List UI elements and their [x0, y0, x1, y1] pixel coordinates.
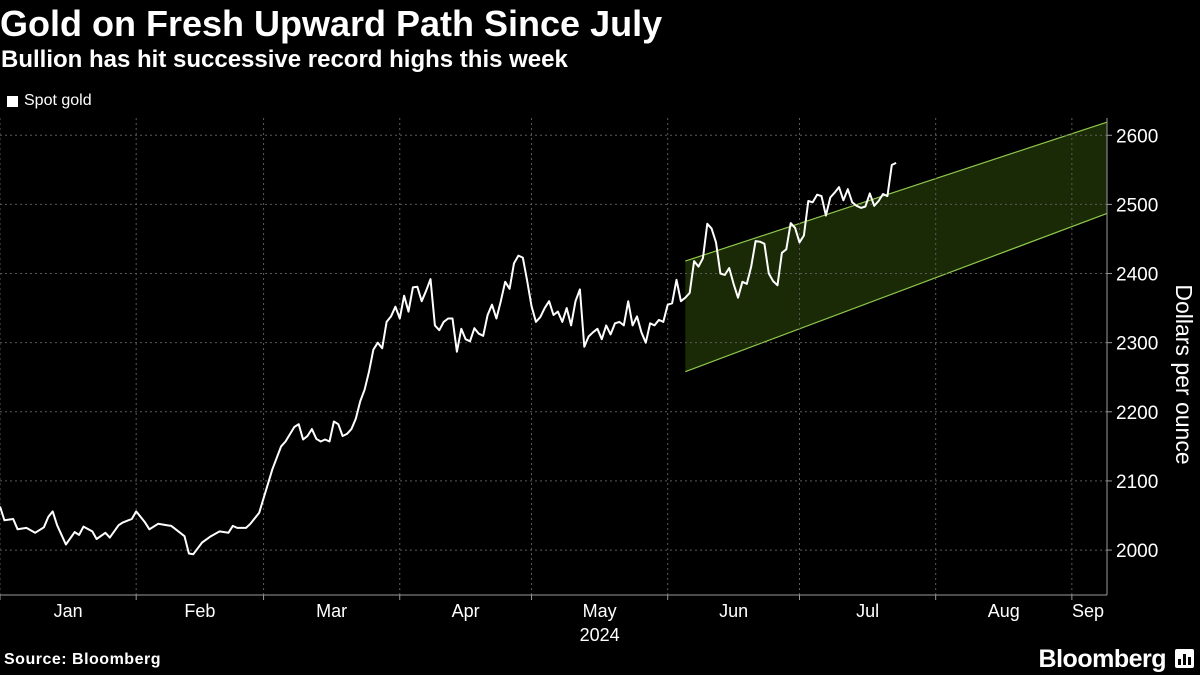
x-tick-label-jun: Jun: [719, 601, 748, 621]
x-tick-label-sep: Sep: [1072, 601, 1104, 621]
x-tick-label-may: May: [583, 601, 617, 621]
y-tick-label-2400: 2400: [1116, 265, 1158, 286]
brand-logo: Bloomberg: [1038, 645, 1167, 673]
x-tick-label-mar: Mar: [316, 601, 347, 621]
x-tick-label-jul: Jul: [856, 601, 879, 621]
legend-label-spot-gold: Spot gold: [24, 92, 92, 109]
trend-channel-lower-line: [685, 212, 1108, 373]
y-tick-label-2000: 2000: [1116, 541, 1158, 562]
x-axis-year-label: 2024: [580, 625, 620, 645]
chart-title: Gold on Fresh Upward Path Since July: [0, 3, 663, 44]
x-tick-label-jan: Jan: [54, 601, 83, 621]
axes: 2000 2100 2200 2300 2400 2500 2600 Jan Feb Mar Apr…: [0, 118, 1158, 621]
trend-channel-upper-line: [685, 121, 1108, 262]
chart-subtitle: Bullion has hit successive record highs …: [1, 46, 568, 73]
series: [0, 162, 897, 556]
y-tick-label-2300: 2300: [1116, 334, 1158, 355]
trend-channel-band: [685, 122, 1107, 372]
legend: Spot gold: [7, 90, 92, 112]
y-tick-label-2200: 2200: [1116, 403, 1158, 424]
y-tick-label-2500: 2500: [1116, 195, 1158, 216]
trend-channel: [685, 121, 1108, 373]
source-note: Source: Bloomberg: [4, 651, 161, 668]
y-tick-label-2100: 2100: [1116, 472, 1158, 493]
y-axis-label: Dollars per ounce: [1171, 284, 1197, 464]
y-tick-label-2600: 2600: [1116, 126, 1158, 147]
x-tick-label-apr: Apr: [452, 601, 480, 621]
legend-swatch-spot-gold: [7, 95, 18, 107]
x-tick-label-aug: Aug: [988, 601, 1020, 621]
x-tick-label-feb: Feb: [184, 601, 215, 621]
bloomberg-chart-icon: [1175, 649, 1194, 668]
series-line-spot-gold: [0, 162, 897, 556]
